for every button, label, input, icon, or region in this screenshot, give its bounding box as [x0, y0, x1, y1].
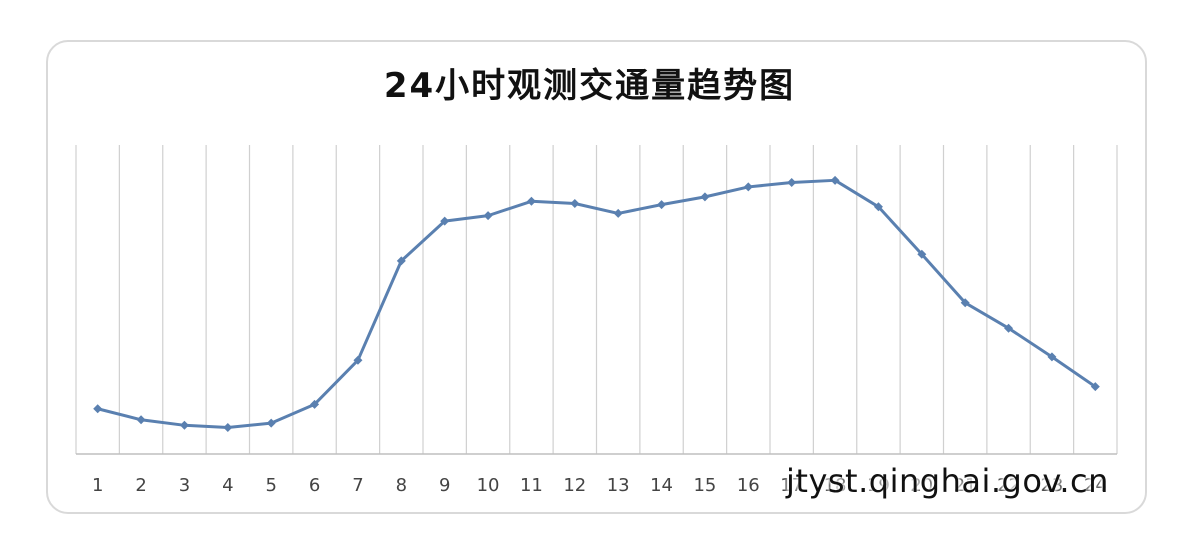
x-tick-label: 12: [563, 475, 586, 496]
x-tick-label: 24: [1084, 475, 1107, 496]
data-point-marker: [396, 256, 406, 266]
x-tick-label: 7: [352, 475, 363, 496]
data-point-marker: [700, 192, 710, 202]
data-point-marker: [93, 404, 103, 414]
x-tick-label: 19: [867, 475, 890, 496]
x-tick-label: 16: [737, 475, 760, 496]
data-point-marker: [483, 211, 493, 221]
data-point-marker: [1090, 382, 1100, 392]
data-point-marker: [873, 202, 883, 212]
x-tick-label: 21: [954, 475, 977, 496]
data-point-marker: [1004, 323, 1014, 333]
data-point-marker: [136, 415, 146, 425]
data-point-marker: [960, 298, 970, 308]
x-tick-label: 17: [780, 475, 803, 496]
data-point-marker: [570, 198, 580, 208]
x-tick-label: 2: [135, 475, 146, 496]
data-point-marker: [917, 249, 927, 259]
data-point-marker: [179, 420, 189, 430]
x-tick-label: 15: [693, 475, 716, 496]
x-tick-label: 10: [477, 475, 500, 496]
x-tick-label: 22: [997, 475, 1020, 496]
data-point-marker: [743, 182, 753, 192]
x-tick-label: 18: [824, 475, 847, 496]
grid-lines: [75, 145, 1118, 454]
data-point-marker: [787, 178, 797, 188]
x-tick-label: 11: [520, 475, 543, 496]
x-tick-label: 20: [910, 475, 933, 496]
data-point-marker: [526, 196, 536, 206]
x-tick-label: 5: [265, 475, 276, 496]
x-tick-labels: 1 2 3 4 5 6 7 8 9 10 11 12 13 14 15 16 17 18 19 20 21 22 23 24: [92, 475, 1107, 496]
data-point-marker: [440, 216, 450, 226]
data-point-marker: [613, 208, 623, 218]
x-tick-label: 9: [439, 475, 450, 496]
x-tick-label: 1: [92, 475, 103, 496]
data-point-marker: [266, 418, 276, 428]
series-line: [97, 178, 1097, 430]
data-point-marker: [223, 423, 233, 433]
data-point-marker: [353, 355, 363, 365]
watermark-text: jtyst.qinghai.gov.cn: [786, 462, 1109, 500]
data-point-marker: [830, 175, 840, 185]
data-point-marker: [657, 200, 667, 210]
data-point-marker: [1047, 352, 1057, 362]
x-tick-label: 8: [396, 475, 407, 496]
x-tick-label: 4: [222, 475, 233, 496]
data-point-marker: [310, 399, 320, 409]
x-tick-label: 6: [309, 475, 320, 496]
x-tick-label: 14: [650, 475, 673, 496]
x-tick-label: 3: [179, 475, 190, 496]
series-layer: [93, 175, 1100, 433]
x-tick-label: 13: [607, 475, 630, 496]
chart-title: 24小时观测交通量趋势图: [383, 66, 796, 106]
x-tick-label: 23: [1040, 475, 1063, 496]
